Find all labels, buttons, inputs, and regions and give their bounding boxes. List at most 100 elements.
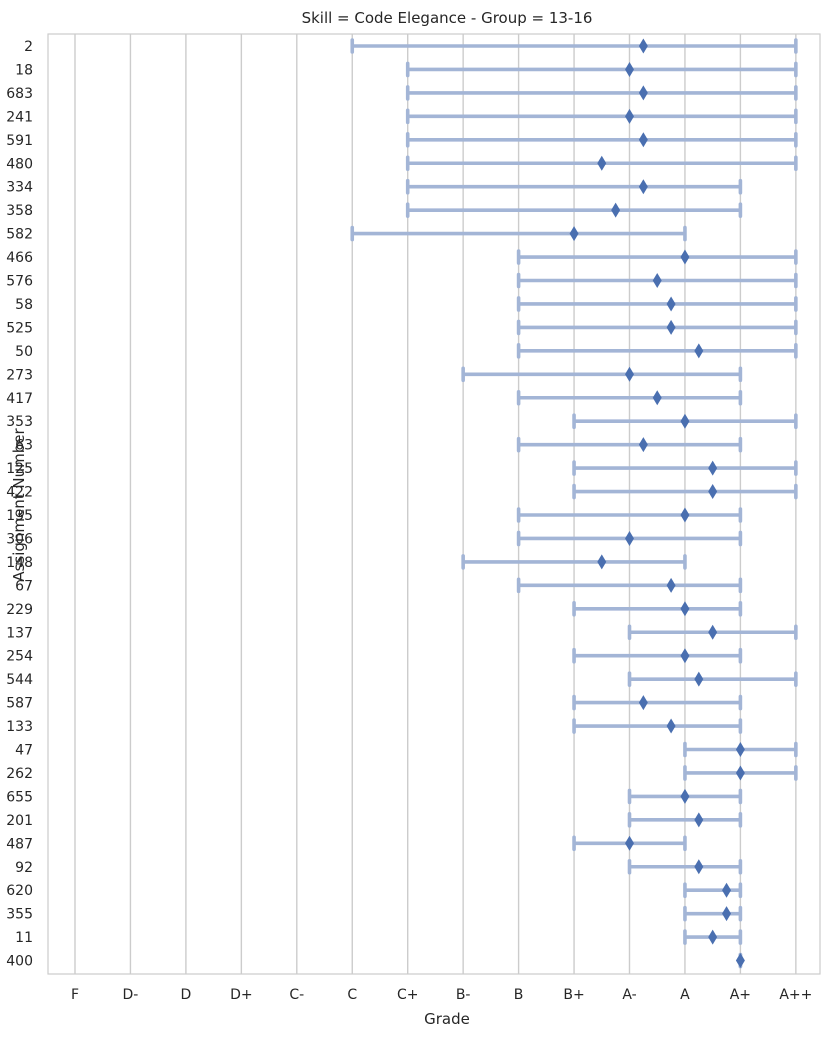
x-tick-label: A+ [730,987,751,1003]
y-tick-label: 133 [6,719,33,735]
y-tick-label: 400 [6,954,33,970]
y-tick-label: 417 [6,391,33,407]
y-tick-label: 544 [6,672,33,688]
y-tick-label: 125 [6,461,33,477]
y-tick-label: 11 [15,930,33,946]
plot-frame [47,33,821,975]
mean-marker [638,695,648,711]
y-tick-label: 2 [24,39,33,55]
y-tick-label: 480 [6,156,33,172]
mean-marker [680,601,690,617]
y-tick-label: 422 [6,485,33,501]
y-tick-label: 148 [6,555,33,571]
y-tick-label: 582 [6,227,33,243]
mean-marker [694,859,704,875]
y-tick-label: 47 [15,743,33,759]
x-tick-label: A++ [779,987,812,1003]
y-tick-label: 137 [6,625,33,641]
mean-marker [735,953,745,969]
mean-marker [611,202,621,218]
y-tick-label: 63 [15,438,33,454]
y-tick-label: 487 [6,836,33,852]
mean-marker [680,413,690,429]
mean-marker [708,929,718,945]
mean-marker [722,906,732,922]
x-tick-label: D- [123,987,139,1003]
x-tick-label: C- [289,987,304,1003]
mean-marker [625,61,634,77]
y-tick-label: 273 [6,367,33,383]
x-tick-label: C [347,987,357,1003]
y-tick-label: 254 [6,649,33,665]
mean-marker [680,249,690,265]
mean-marker [638,38,648,54]
y-tick-label: 306 [6,531,33,547]
mean-marker [680,788,690,804]
y-tick-label: 683 [6,86,33,102]
chart-title: Skill = Code Elegance - Group = 13-16 [302,9,593,27]
mean-marker [638,132,648,148]
y-tick-label: 525 [6,320,33,336]
mean-marker [652,273,662,288]
y-tick-label: 466 [6,250,33,266]
x-axis-title: Grade [424,1010,470,1028]
gridlines [74,34,797,974]
mean-marker [666,296,676,312]
mean-marker [694,343,704,359]
mean-marker [652,390,662,406]
mean-markers [569,38,745,969]
mean-marker [694,812,704,828]
y-tick-label: 229 [6,602,33,618]
range-bars [350,38,798,969]
x-tick-label: A- [622,987,636,1003]
mean-marker [625,366,634,382]
mean-marker [638,85,648,101]
mean-marker [625,108,634,124]
y-tick-label: 241 [6,109,33,125]
y-tick-label: 262 [6,766,33,782]
mean-marker [625,530,634,546]
y-tick-label: 58 [15,297,33,313]
mean-marker [680,507,690,523]
y-axis-title: Assignment Number [10,427,28,581]
y-tick-label: 355 [6,907,33,923]
x-tick-label: C+ [397,987,419,1003]
y-tick-label: 50 [15,344,33,360]
mean-marker [638,179,648,195]
y-tick-label: 353 [6,414,33,430]
mean-marker [666,577,676,593]
x-tick-label: D+ [230,987,253,1003]
x-tick-label: B+ [563,987,584,1003]
y-tick-label: 358 [6,203,33,219]
x-tick-labels: F D- D D+ C- C C+ B- B B+ A- A A+ A++ [71,987,812,1003]
mean-marker [625,835,634,851]
y-tick-label: 587 [6,696,33,712]
mean-marker [708,460,718,476]
mean-marker [666,718,676,734]
y-tick-label: 334 [6,180,33,196]
y-tick-label: 620 [6,883,33,899]
mean-marker [680,648,690,664]
mean-marker [708,484,718,500]
x-tick-label: B- [456,987,471,1003]
mean-marker [597,554,607,570]
mean-marker [569,226,579,242]
y-tick-label: 67 [15,578,33,594]
x-tick-label: B [514,987,524,1003]
mean-marker [722,882,732,898]
x-tick-label: F [71,987,79,1003]
mean-marker [638,437,648,453]
y-tick-label: 591 [6,133,33,149]
mean-marker [708,624,718,640]
x-tick-label: D [181,987,192,1003]
mean-marker [735,742,745,757]
y-tick-label: 655 [6,789,33,805]
y-tick-label: 201 [6,813,33,829]
y-tick-label: 92 [15,860,33,876]
y-tick-label: 18 [15,62,33,78]
mean-marker [735,765,745,781]
y-tick-label: 576 [6,274,33,290]
mean-marker [694,671,704,687]
mean-marker [666,319,676,335]
